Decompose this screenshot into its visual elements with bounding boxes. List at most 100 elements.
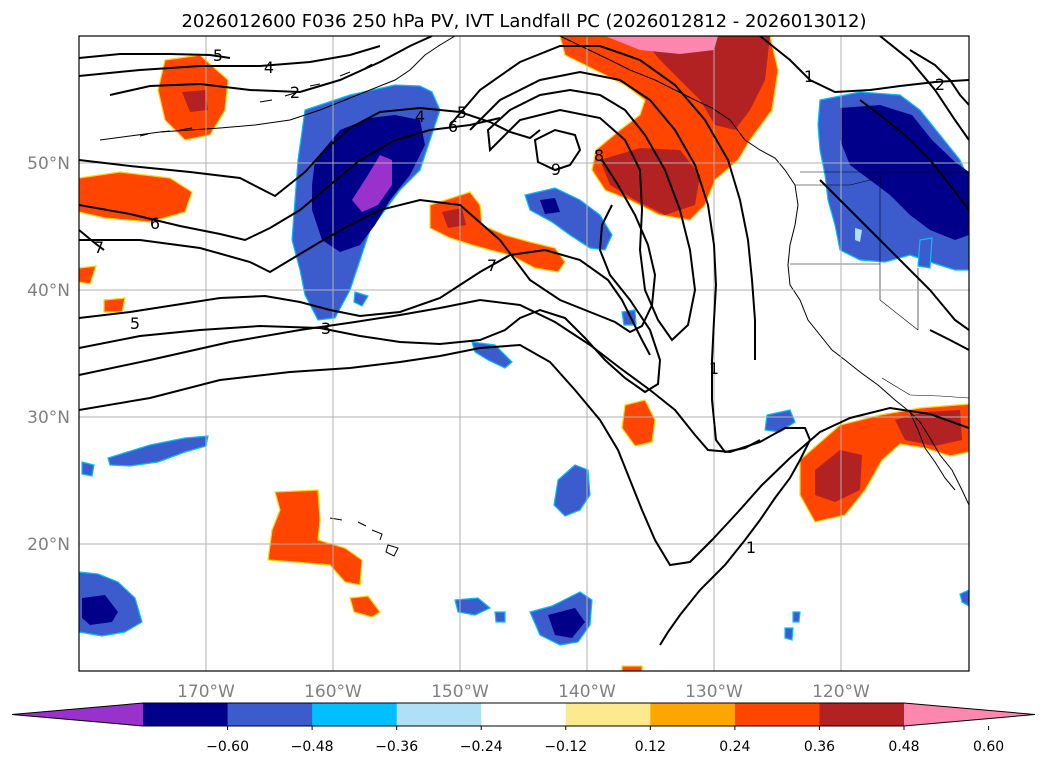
negative-region-aleutian-peak	[352, 155, 392, 212]
pv-label-3: 3	[321, 319, 331, 338]
colorbar-segment	[565, 703, 651, 726]
pv-label-6-mid: 6	[448, 117, 458, 136]
pv-label-5-west: 5	[130, 314, 140, 333]
map-frame	[78, 35, 970, 672]
pv-contour-east-2	[859, 99, 969, 211]
lat-tick-50n: 50°N	[27, 154, 70, 174]
pv-label-4-north: 4	[264, 58, 274, 77]
lon-tick-160w: 160°W	[304, 682, 362, 702]
pv-contour-6-west	[79, 117, 501, 242]
colorbar-tick-label: −0.24	[460, 739, 503, 755]
state-border-ca-nv	[879, 265, 919, 331]
positive-region-south-edge	[621, 665, 643, 671]
lon-tick-120w: 120°W	[812, 682, 870, 702]
pv-contour-east-6	[929, 329, 969, 351]
positive-region-west-sliver-a	[79, 265, 97, 285]
pv-contour-east-5	[819, 179, 969, 331]
colorbar-segment	[143, 703, 229, 726]
colorbar-extend-max	[904, 703, 1035, 726]
pv-contour-labels: 5 4 2 4 5 6 9 8 1 2 6 7 7 5 3 1 1	[94, 46, 945, 557]
pv-label-1-northeast: 1	[804, 67, 814, 86]
pv-contour-9-center	[533, 128, 582, 172]
colorbar-tick-label: −0.60	[206, 739, 249, 755]
negative-region-south-central	[553, 464, 591, 517]
coastlines	[99, 36, 969, 557]
pv-label-5-north: 5	[213, 46, 223, 65]
pv-label-2-north: 2	[290, 83, 300, 102]
colorbar-tick-label: 0.12	[635, 739, 666, 755]
pv-contour-8-ring	[486, 88, 697, 342]
pv-contour-east-3	[909, 49, 969, 106]
colorbar-tick-label: −0.36	[375, 739, 418, 755]
pv-contour-1-long	[79, 298, 812, 646]
pv-contour-2-north	[109, 36, 433, 96]
pv-contour-4-north	[79, 45, 381, 77]
colorbar-segment	[396, 703, 482, 726]
pv-label-5-mid: 5	[457, 103, 467, 122]
negative-ivt-regions	[79, 84, 969, 646]
negative-region-oregon-sliver	[855, 228, 862, 242]
colorbar-tick-label: 0.36	[804, 739, 835, 755]
state-border-wa-or	[795, 177, 879, 186]
negative-region-coast-mex-sliver	[917, 237, 933, 269]
hawaii-islands	[329, 517, 399, 557]
pv-label-4-mid: 4	[415, 107, 425, 126]
negative-region-central-core	[540, 198, 560, 214]
latitude-ticks: 50°N 40°N 30°N 20°N	[27, 154, 70, 555]
lon-tick-150w: 150°W	[431, 682, 489, 702]
positive-region-alaska-core	[640, 36, 770, 130]
pv-label-9: 9	[551, 160, 561, 179]
map-content: 5 4 2 4 5 6 9 8 1 2 6 7 7 5 3 1 1	[79, 36, 969, 671]
colorbar-tick-label: −0.12	[544, 739, 587, 755]
pv-label-2-east: 2	[935, 75, 945, 94]
pv-label-1-south: 1	[746, 538, 756, 557]
negative-region-southwest-core	[82, 595, 118, 625]
positive-region-hawaii-north	[267, 489, 363, 586]
negative-region-south-cluster-core	[548, 608, 585, 638]
negative-region-south-small-b	[494, 611, 506, 623]
positive-region-southern-california-core	[815, 450, 862, 502]
colorbar-segment	[650, 703, 736, 726]
colorbar-extend-min	[12, 703, 143, 726]
negative-region-small-b	[353, 291, 369, 307]
lat-tick-20n: 20°N	[27, 535, 70, 555]
pv-contour-east-4	[879, 36, 969, 141]
positive-region-west-sliver-b	[103, 297, 126, 313]
pv-label-8: 8	[594, 146, 604, 165]
pv-contour-3	[79, 204, 662, 394]
alaska-southeast-coast	[559, 36, 799, 206]
longitude-ticks: 170°W 160°W 150°W 140°W 130°W 120°W	[177, 682, 870, 702]
colorbar-tick-labels: −0.60 −0.48 −0.36 −0.24 −0.12 0.12 0.24 0.36 0.4…	[206, 726, 1004, 755]
pv-contour-west-lobe-outer	[79, 106, 541, 198]
colorbar-outline	[11, 702, 1036, 727]
lon-tick-130w: 130°W	[685, 682, 743, 702]
graticule	[79, 36, 969, 671]
pv-contour-inner-trough-a	[469, 70, 761, 454]
positive-region-hawaii-south	[349, 595, 381, 618]
pv-contour-west-small	[79, 229, 105, 251]
pv-label-1-center: 1	[709, 359, 719, 378]
colorbar-segment	[227, 703, 313, 726]
pv-label-7-central: 7	[487, 256, 497, 275]
negative-region-southeast-a	[792, 611, 801, 623]
us-mexico-border	[881, 377, 969, 399]
colorbar	[11, 702, 1036, 727]
pv-contour-7	[79, 159, 657, 334]
figure-title: 2026012600 F036 250 hPa PV, IVT Landfall…	[181, 11, 866, 32]
lat-tick-40n: 40°N	[27, 281, 70, 301]
negative-region-mid-band	[107, 435, 209, 467]
colorbar-tick-label: −0.48	[291, 739, 334, 755]
lon-tick-140w: 140°W	[558, 682, 616, 702]
aleutian-islands	[139, 63, 373, 137]
pv-contour-1-inner	[79, 343, 969, 567]
negative-region-southeast-c	[959, 589, 969, 607]
baja-peninsula	[909, 411, 956, 491]
positive-region-alaska-peak	[605, 36, 718, 54]
colorbar-segment	[481, 703, 567, 726]
colorbar-segment	[819, 703, 905, 726]
colorbar-tick-label: 0.24	[719, 739, 750, 755]
positive-region-sw-of-low	[621, 399, 656, 447]
lon-tick-170w: 170°W	[177, 682, 235, 702]
pv-contour-5-north	[79, 53, 231, 59]
